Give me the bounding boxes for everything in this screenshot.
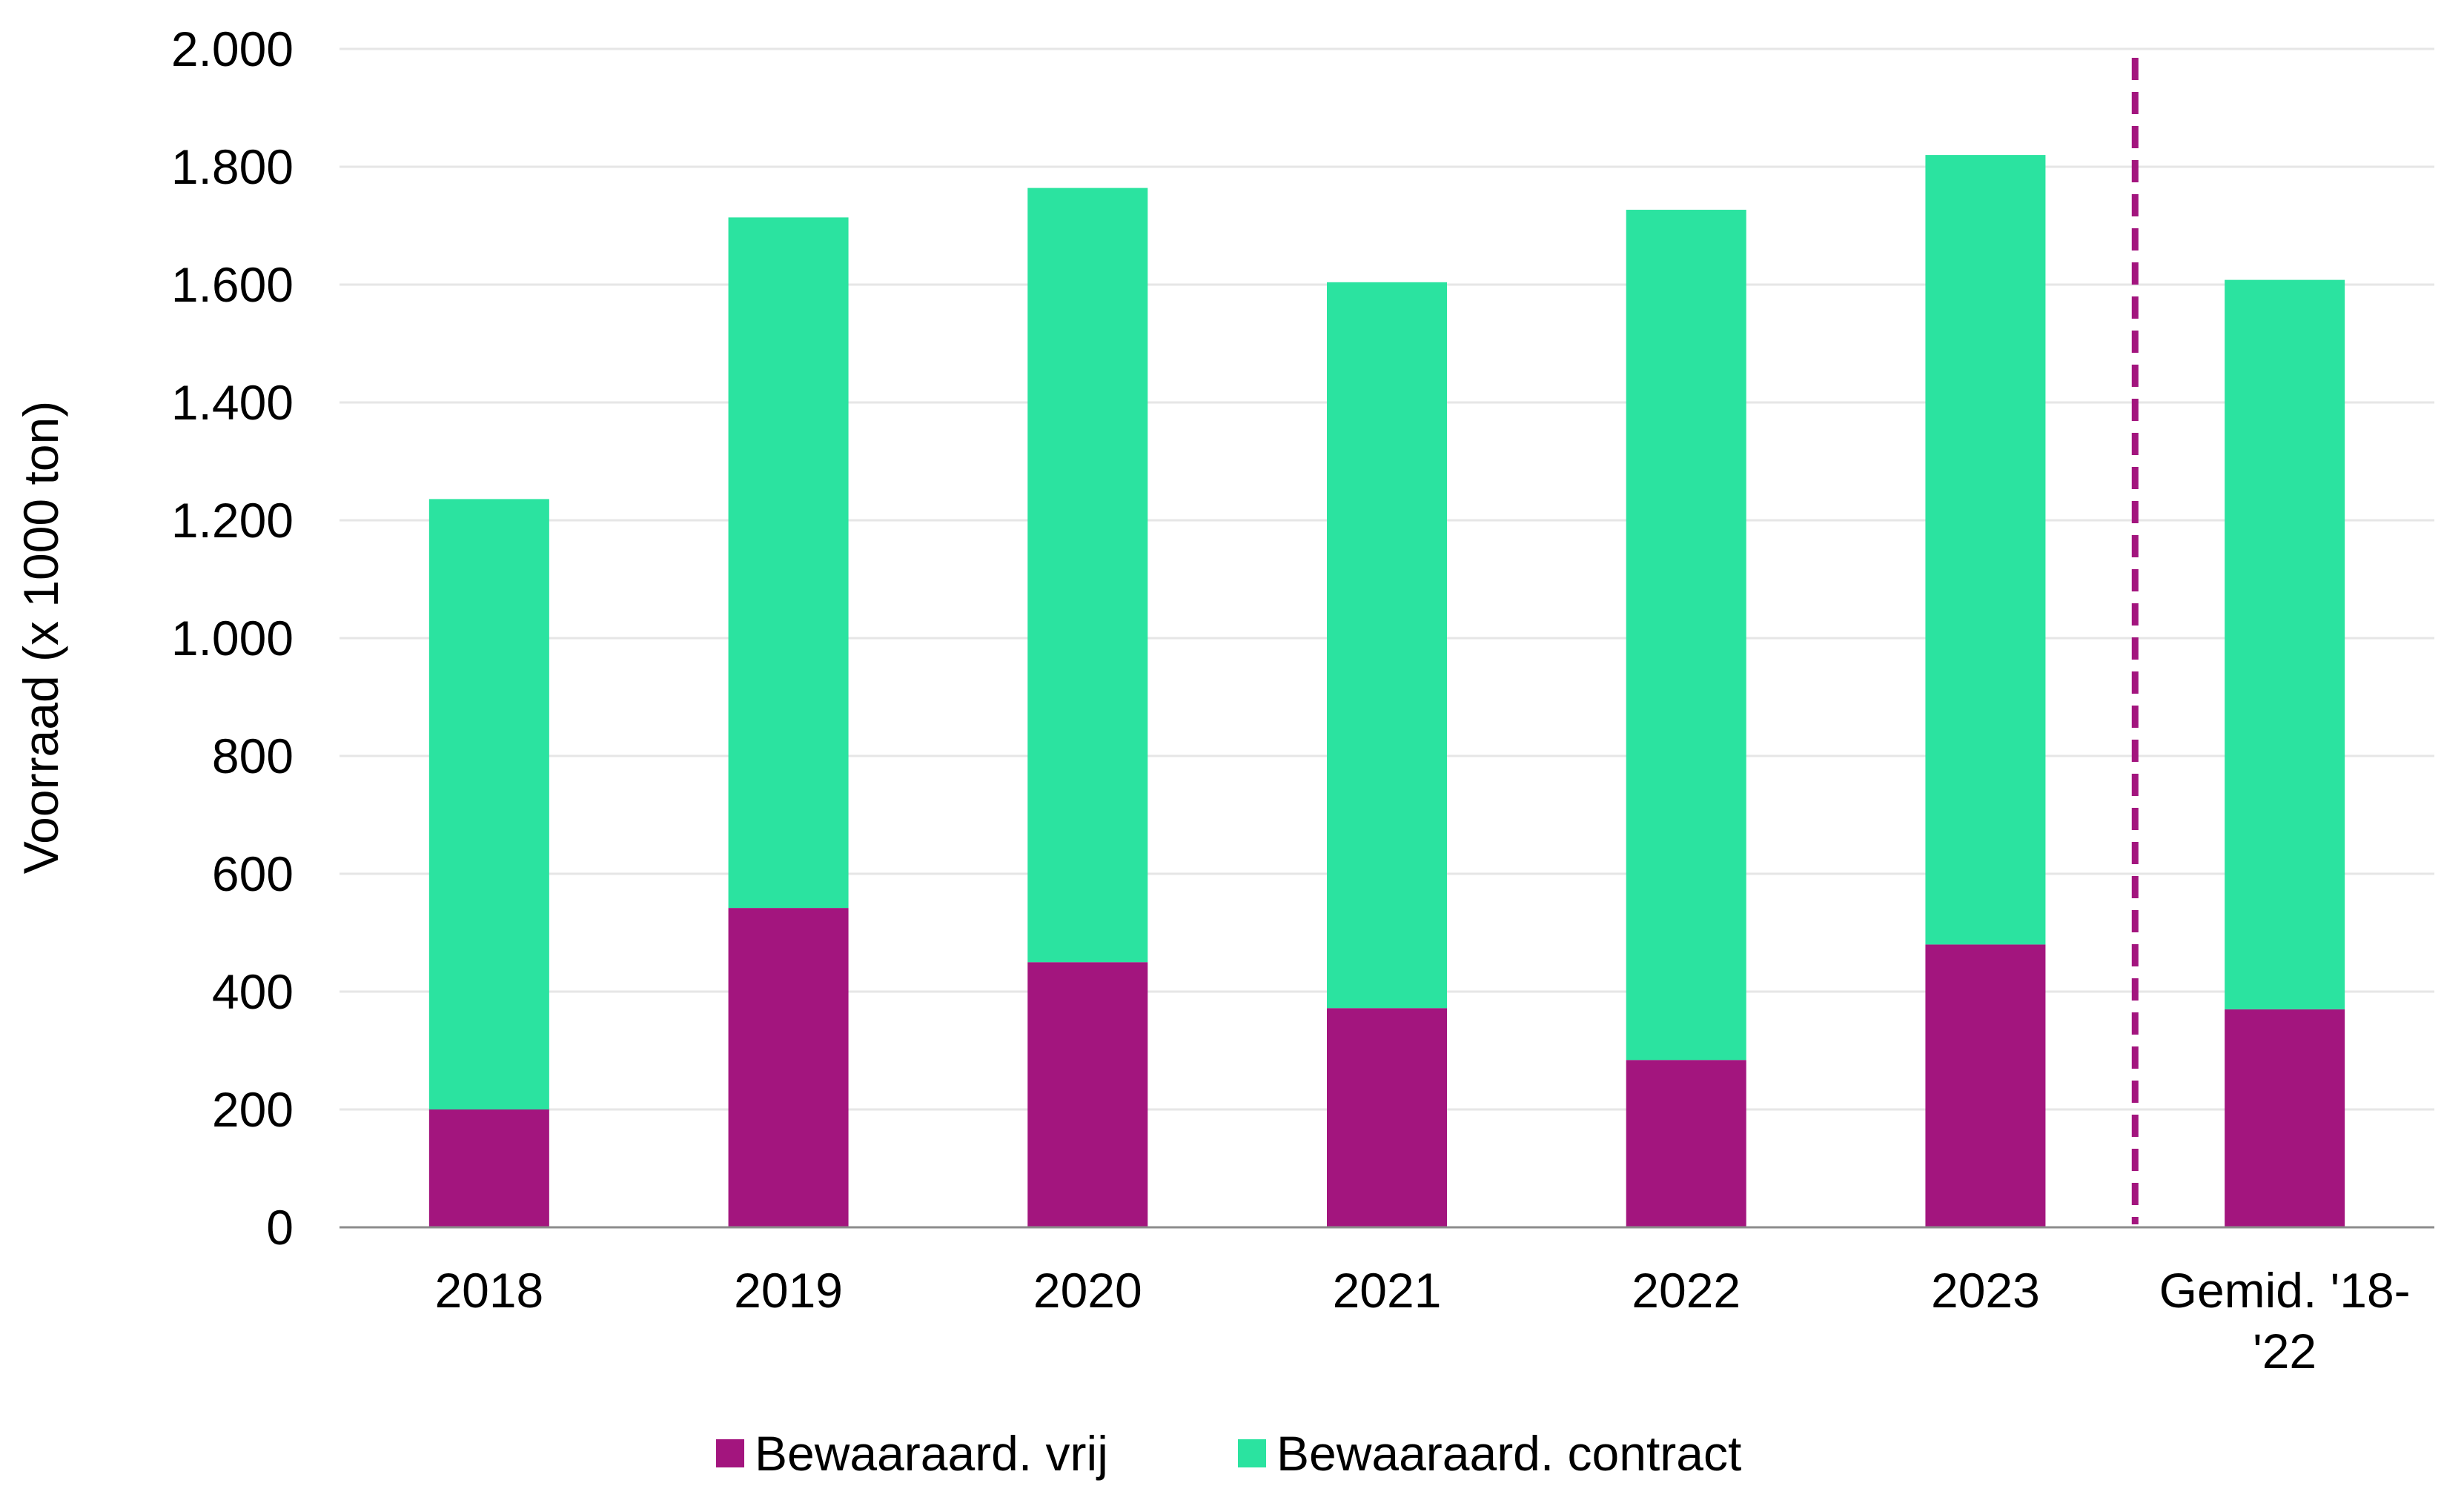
bar-vrij-5 xyxy=(1925,944,2046,1227)
y-tick-label: 0 xyxy=(266,1200,294,1255)
x-tick-label: 2021 xyxy=(1333,1263,1442,1318)
x-tick-label: 2020 xyxy=(1033,1263,1142,1318)
bar-vrij-6 xyxy=(2225,1009,2345,1227)
bar-contract-3 xyxy=(1327,282,1447,1009)
y-tick-label: 600 xyxy=(212,846,294,901)
legend-label: Bewaaraard. vrij xyxy=(755,1426,1108,1481)
x-tick-label: 2022 xyxy=(1632,1263,1741,1318)
x-tick-label: 2019 xyxy=(734,1263,843,1318)
x-axis-ticks: 2018 2019 2020 2021 2022 2023 Gemid. '18- '22 xyxy=(434,1263,2410,1378)
x-tick-label: 2018 xyxy=(434,1263,543,1318)
legend-label: Bewaaraard. contract xyxy=(1276,1426,1741,1481)
legend-swatch xyxy=(716,1439,744,1467)
x-tick-label-line2: '22 xyxy=(2253,1324,2316,1378)
x-tick-label: 2023 xyxy=(1931,1263,2040,1318)
bar-vrij-1 xyxy=(728,908,849,1227)
y-tick-label: 1.800 xyxy=(171,139,294,194)
bar-contract-1 xyxy=(728,217,849,909)
bar-vrij-2 xyxy=(1027,962,1148,1227)
y-tick-label: 1.400 xyxy=(171,375,294,430)
y-tick-label: 200 xyxy=(212,1082,294,1137)
y-tick-label: 800 xyxy=(212,729,294,783)
bar-vrij-4 xyxy=(1626,1060,1746,1227)
bar-contract-5 xyxy=(1925,155,2046,945)
y-tick-label: 1.000 xyxy=(171,611,294,666)
y-tick-label: 2.000 xyxy=(171,21,294,76)
y-axis-title: Voorraad (x 1000 ton) xyxy=(13,401,68,874)
bar-contract-2 xyxy=(1027,188,1148,963)
legend-swatch xyxy=(1238,1439,1266,1467)
legend: Bewaaraard. vrij Bewaaraard. contract xyxy=(716,1426,1741,1481)
bar-contract-4 xyxy=(1626,210,1746,1061)
y-tick-label: 1.200 xyxy=(171,493,294,548)
bars xyxy=(428,155,2345,1227)
bar-vrij-3 xyxy=(1327,1008,1447,1227)
y-tick-label: 400 xyxy=(212,964,294,1019)
bar-contract-6 xyxy=(2225,279,2345,1009)
y-axis-ticks: 0 200 400 600 800 1.000 1.200 1.400 1.600 1.800 2.… xyxy=(171,21,294,1255)
x-tick-label: Gemid. '18- xyxy=(2159,1263,2411,1318)
bar-contract-0 xyxy=(428,499,549,1109)
y-tick-label: 1.600 xyxy=(171,257,294,312)
bar-vrij-0 xyxy=(428,1109,549,1227)
